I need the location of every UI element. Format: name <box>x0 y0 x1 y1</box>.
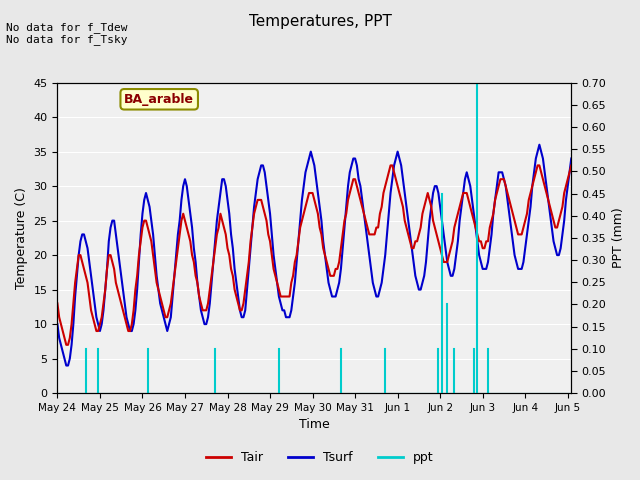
Y-axis label: PPT (mm): PPT (mm) <box>612 207 625 268</box>
Legend: Tair, Tsurf, ppt: Tair, Tsurf, ppt <box>202 446 438 469</box>
Text: Temperatures, PPT: Temperatures, PPT <box>248 14 392 29</box>
Text: BA_arable: BA_arable <box>124 93 194 106</box>
Text: No data for f_Tdew
No data for f_Tsky: No data for f_Tdew No data for f_Tsky <box>6 22 128 45</box>
Y-axis label: Temperature (C): Temperature (C) <box>15 187 28 289</box>
X-axis label: Time: Time <box>299 419 330 432</box>
